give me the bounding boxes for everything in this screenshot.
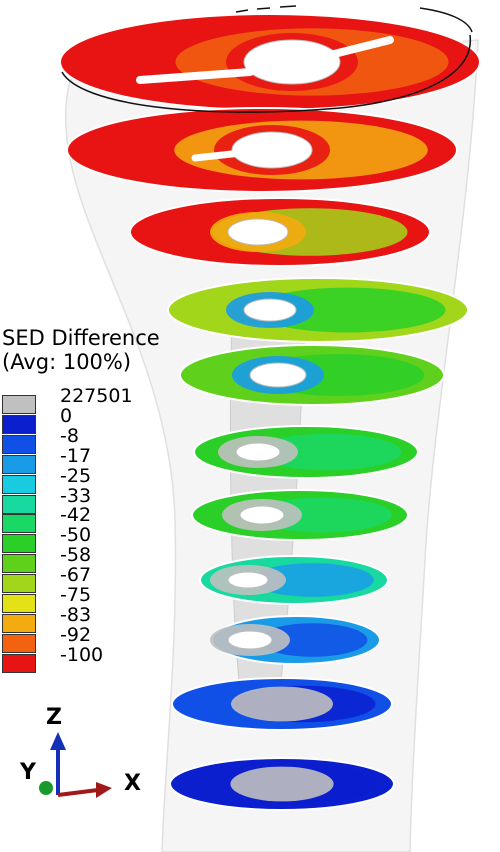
- bone-cross-sections: [59, 13, 481, 811]
- legend-tick-label: -100: [60, 643, 104, 666]
- cross-section-slice: [167, 277, 469, 343]
- cross-section-slice: [179, 344, 445, 406]
- legend-title: SED Difference: [2, 326, 160, 350]
- legend-tick-label: -33: [60, 484, 92, 507]
- legend-tick-label: 227501: [60, 385, 133, 407]
- axis-triad: [39, 732, 112, 798]
- z-arrow-head: [50, 732, 66, 750]
- implant-fin-slot: [326, 36, 394, 59]
- legend-tick-label: -83: [60, 603, 92, 626]
- legend-swatch: [2, 474, 36, 494]
- cross-section-slice: [129, 197, 431, 267]
- legend-swatch: [2, 633, 36, 653]
- legend-swatch: [2, 395, 36, 414]
- z-axis-label: Z: [46, 705, 62, 730]
- cross-section-slice: [59, 13, 481, 111]
- legend-tick-label: -75: [60, 584, 92, 606]
- legend-swatch: [2, 454, 36, 474]
- legend-swatch: [2, 414, 36, 434]
- legend-swatch: [2, 613, 36, 633]
- legend-swatch: [2, 514, 36, 534]
- legend-tick-label: -67: [60, 564, 92, 587]
- legend-tick-label: -50: [60, 524, 92, 547]
- cross-section-slice: [66, 107, 458, 193]
- x-axis-label: X: [124, 771, 141, 796]
- y-axis-label: Y: [20, 760, 36, 785]
- top-rim-arc: [61, 34, 471, 113]
- y-axis-dot: [39, 781, 53, 795]
- legend-tick-label: -8: [60, 424, 79, 447]
- legend-swatch: [2, 554, 36, 574]
- cross-section-slice: [199, 555, 389, 605]
- implant-fin-slot: [136, 68, 254, 84]
- x-arrow-head: [96, 782, 112, 798]
- legend-tick-label: -17: [60, 444, 92, 467]
- legend-tick-label: -25: [60, 464, 92, 487]
- legend-tick-label: 0: [60, 404, 73, 427]
- cross-section-slice: [191, 489, 409, 541]
- legend-swatch: [2, 494, 36, 514]
- top-rim-arc-right: [419, 7, 473, 33]
- cross-section-slice: [210, 615, 381, 665]
- cross-section-slice: [193, 425, 419, 479]
- top-rim-dash: [235, 5, 297, 13]
- legend-swatch: [2, 534, 36, 554]
- implant-fin-slot: [191, 148, 254, 162]
- legend-swatch: [2, 574, 36, 594]
- legend-tick-label: -58: [60, 544, 92, 567]
- cross-section-slice: [169, 757, 395, 811]
- legend-swatch: [2, 653, 36, 673]
- legend-swatch: [2, 594, 36, 613]
- legend-tick-label: -92: [60, 623, 92, 646]
- cross-section-slice: [171, 677, 393, 731]
- legend-tick-label: -42: [60, 504, 92, 527]
- legend-subtitle: (Avg: 100%): [2, 350, 132, 374]
- legend-swatch: [2, 434, 36, 454]
